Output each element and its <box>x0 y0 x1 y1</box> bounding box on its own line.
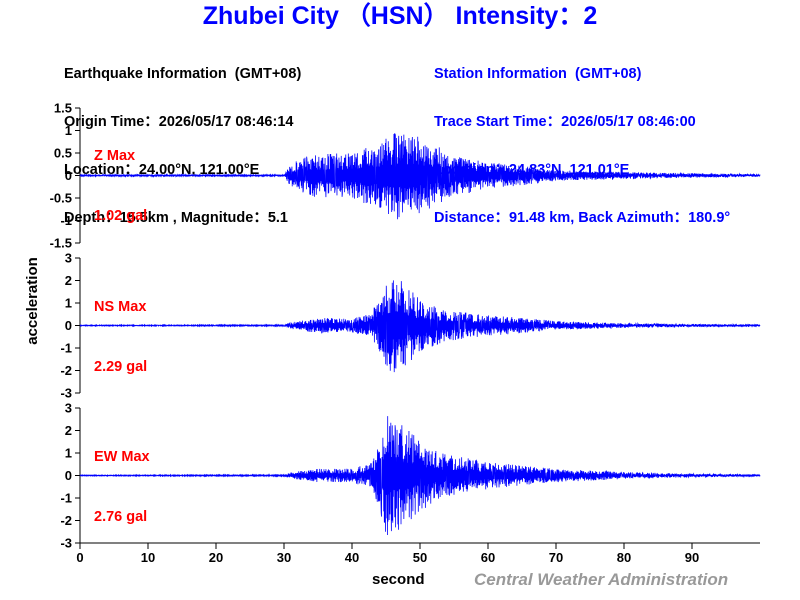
y-axis-label: acceleration <box>24 257 41 345</box>
z-y-tick-label: -1.5 <box>50 236 72 251</box>
x-tick-label: 50 <box>413 550 427 565</box>
z-y-tick-label: 1.5 <box>54 101 72 116</box>
trace-start-time: Trace Start Time：2026/05/17 08:46:00 <box>434 114 696 130</box>
z-y-tick-label: -1 <box>60 213 72 228</box>
earthquake-info-heading: Earthquake Information (GMT+08) <box>64 66 302 82</box>
ew-y-tick-label: 0 <box>65 468 72 483</box>
z-y-tick-label: 1 <box>65 123 72 138</box>
x-tick-label: 30 <box>277 550 291 565</box>
chart-title: Zhubei City （HSN） Intensity：2 <box>202 2 598 30</box>
ew-max-value: 2.76 gal <box>94 509 148 525</box>
ew-y-tick-label: 2 <box>65 423 72 438</box>
depth-magnitude: Depth：15.5km , Magnitude：5.1 <box>64 210 288 226</box>
station-info-heading: Station Information (GMT+08) <box>434 66 642 82</box>
ns-max-value: 2.29 gal <box>94 359 148 375</box>
ns-max-label: NS Max 2.29 gal <box>94 257 147 397</box>
z-y-tick-label: 0.5 <box>54 146 72 161</box>
credit-text: Central Weather Administration <box>474 570 729 589</box>
z-max-label: Z Max 1.02 gal <box>94 106 147 246</box>
earthquake-info: Earthquake Information (GMT+08) Origin T… <box>64 34 301 242</box>
ns-y-tick-label: -1 <box>60 341 72 356</box>
x-tick-label: 70 <box>549 550 563 565</box>
z-y-tick-label: 0 <box>65 168 72 183</box>
distance-azimuth: Distance：91.48 km, Back Azimuth：180.9° <box>434 210 731 226</box>
x-tick-label: 80 <box>617 550 631 565</box>
ns-waveform <box>79 280 761 373</box>
z-max-title: Z Max <box>94 148 136 164</box>
z-waveform <box>79 133 761 220</box>
z-max-value: 1.02 gal <box>94 208 148 224</box>
ew-y-tick-label: 3 <box>65 401 72 416</box>
ns-y-tick-label: 1 <box>65 296 72 311</box>
x-tick-label: 0 <box>76 550 83 565</box>
ns-y-tick-label: -2 <box>60 363 72 378</box>
x-tick-label: 90 <box>685 550 699 565</box>
ew-y-tick-label: -3 <box>60 536 72 551</box>
epicenter-location: Location：24.00°N, 121.00°E <box>64 162 260 178</box>
x-tick-label: 10 <box>141 550 155 565</box>
ns-y-tick-label: 3 <box>65 251 72 266</box>
origin-time: Origin Time：2026/05/17 08:46:14 <box>64 114 294 130</box>
z-y-tick-label: -0.5 <box>50 191 72 206</box>
ew-max-label: EW Max 2.76 gal <box>94 407 150 547</box>
ew-y-tick-label: -1 <box>60 491 72 506</box>
ew-y-tick-label: -2 <box>60 513 72 528</box>
ew-max-title: EW Max <box>94 449 150 465</box>
x-tick-label: 20 <box>209 550 223 565</box>
ns-y-tick-label: -3 <box>60 386 72 401</box>
ns-y-tick-label: 0 <box>65 318 72 333</box>
ns-max-title: NS Max <box>94 299 147 315</box>
x-tick-label: 60 <box>481 550 495 565</box>
ns-y-tick-label: 2 <box>65 273 72 288</box>
x-tick-label: 40 <box>345 550 359 565</box>
ew-y-tick-label: 1 <box>65 446 72 461</box>
x-axis-label: second <box>372 571 425 588</box>
ew-waveform <box>79 416 761 536</box>
